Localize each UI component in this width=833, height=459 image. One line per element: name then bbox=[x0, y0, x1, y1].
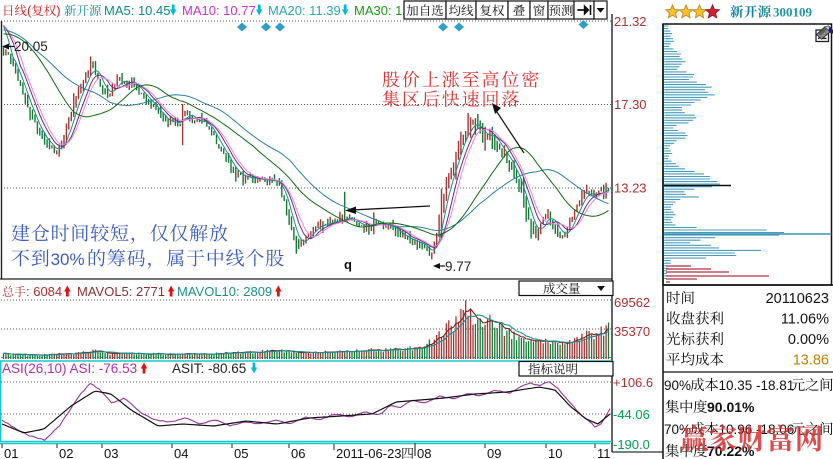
svg-text:30%: 30% bbox=[51, 250, 85, 269]
svg-text:MA20: 11.39: MA20: 11.39 bbox=[268, 3, 341, 18]
svg-text:20.05: 20.05 bbox=[14, 39, 48, 54]
svg-text:MAVOL10: 2809: MAVOL10: 2809 bbox=[177, 284, 272, 299]
svg-text:ASIT: -80.65: ASIT: -80.65 bbox=[172, 361, 246, 376]
svg-text:11.06%: 11.06% bbox=[781, 312, 829, 328]
svg-text:09: 09 bbox=[487, 446, 501, 459]
svg-text:MA30: 12.: MA30: 12. bbox=[354, 3, 413, 18]
svg-text:90.01%: 90.01% bbox=[707, 399, 755, 415]
svg-text:-190.0: -190.0 bbox=[613, 437, 650, 452]
svg-text:MA5: 10.45: MA5: 10.45 bbox=[104, 3, 171, 18]
svg-text:13.86: 13.86 bbox=[793, 353, 829, 369]
svg-text:ASI(26,10) ASI: -76.53: ASI(26,10) ASI: -76.53 bbox=[2, 361, 137, 376]
svg-text:21.32: 21.32 bbox=[614, 14, 647, 29]
svg-text:13.23: 13.23 bbox=[614, 181, 647, 196]
svg-text:06: 06 bbox=[291, 446, 305, 459]
svg-text:90%: 90% bbox=[664, 378, 691, 393]
svg-text:300109: 300109 bbox=[773, 5, 813, 20]
svg-text:02: 02 bbox=[59, 446, 73, 459]
svg-text:08: 08 bbox=[417, 446, 431, 459]
svg-text:17.30: 17.30 bbox=[614, 97, 647, 112]
svg-text:70%: 70% bbox=[664, 422, 691, 437]
svg-text:): ) bbox=[56, 3, 60, 18]
svg-text:10.35 -18.81: 10.35 -18.81 bbox=[719, 378, 795, 393]
svg-text:05: 05 bbox=[234, 446, 248, 459]
svg-text:69562: 69562 bbox=[614, 295, 650, 310]
svg-text:: 6084: : 6084 bbox=[26, 284, 62, 299]
svg-text:10: 10 bbox=[548, 446, 562, 459]
svg-text:q: q bbox=[344, 257, 352, 272]
svg-text:0.00%: 0.00% bbox=[788, 332, 829, 348]
svg-text:04: 04 bbox=[174, 446, 188, 459]
svg-text:9.77: 9.77 bbox=[445, 259, 471, 274]
svg-text:20110623: 20110623 bbox=[766, 291, 829, 307]
svg-text:35370: 35370 bbox=[614, 324, 650, 339]
svg-text:MA10: 10.77: MA10: 10.77 bbox=[182, 3, 256, 18]
svg-text:-44.06: -44.06 bbox=[613, 407, 650, 422]
svg-text:(: ( bbox=[27, 3, 32, 18]
svg-text:03: 03 bbox=[104, 446, 118, 459]
svg-text:MAVOL5: 2771: MAVOL5: 2771 bbox=[77, 284, 165, 299]
svg-text:01: 01 bbox=[4, 446, 18, 459]
svg-text:+106.6: +106.6 bbox=[613, 375, 653, 390]
svg-text:2011-06-23: 2011-06-23 bbox=[336, 446, 402, 459]
svg-text:10.96 -18.06: 10.96 -18.06 bbox=[719, 422, 795, 437]
svg-text:11: 11 bbox=[597, 446, 611, 459]
